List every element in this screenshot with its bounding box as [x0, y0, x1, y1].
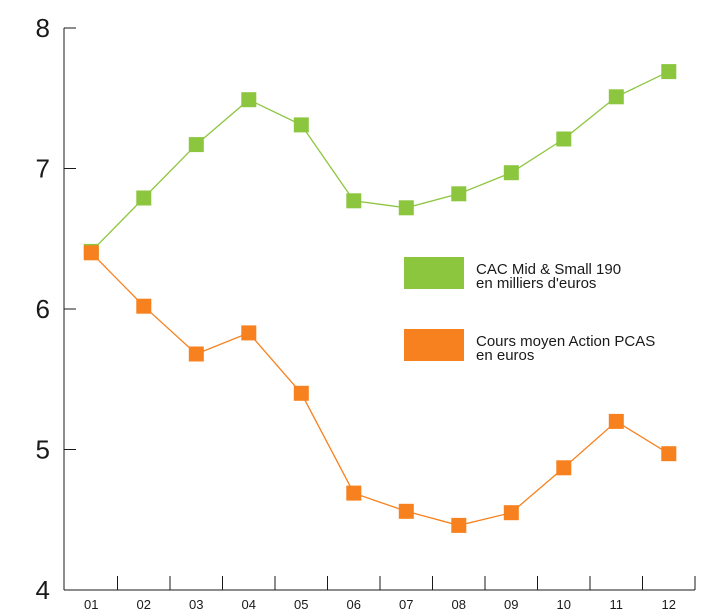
series-layer — [83, 64, 677, 533]
data-point-marker — [608, 413, 624, 429]
data-point-marker — [451, 186, 467, 202]
data-point-marker — [241, 92, 257, 108]
x-tick-label: 09 — [504, 597, 518, 612]
x-tick-label: 07 — [399, 597, 413, 612]
series-line — [90, 252, 670, 527]
data-point-marker — [556, 460, 572, 476]
data-point-marker — [503, 165, 519, 181]
data-point-marker — [398, 200, 414, 216]
axes: 4 5 6 7 8 01 02 03 04 05 06 07 08 09 10 11 12 — [36, 13, 696, 612]
x-tick-label: 10 — [557, 597, 571, 612]
data-point-marker — [136, 298, 152, 314]
data-point-marker — [346, 485, 362, 501]
x-tick-label: 03 — [189, 597, 203, 612]
legend-swatch — [404, 329, 464, 361]
data-point-marker — [661, 64, 677, 80]
legend-label: Cours moyen Action PCAS — [476, 333, 655, 350]
legend-label-line2: en euros — [476, 347, 534, 364]
x-tick-label: 02 — [137, 597, 151, 612]
y-tick-label: 6 — [36, 294, 50, 324]
data-point-marker — [661, 446, 677, 462]
data-point-marker — [608, 89, 624, 105]
data-point-marker — [83, 245, 99, 261]
y-tick-label: 5 — [36, 435, 50, 465]
x-tick-label: 08 — [452, 597, 466, 612]
data-point-marker — [451, 517, 467, 533]
data-point-marker — [188, 137, 204, 153]
legend-label-line2: en milliers d'euros — [476, 275, 596, 292]
x-tick-label: 06 — [347, 597, 361, 612]
data-point-marker — [398, 503, 414, 519]
legend-label: CAC Mid & Small 190 — [476, 261, 621, 278]
series-line — [90, 71, 670, 252]
x-tick-label: 11 — [610, 597, 624, 612]
y-tick-label: 4 — [36, 575, 50, 605]
data-point-marker — [293, 117, 309, 133]
series-2 — [83, 245, 677, 533]
x-tick-label: 12 — [662, 597, 676, 612]
y-tick-label: 8 — [36, 13, 50, 43]
x-tick-label: 04 — [242, 597, 256, 612]
data-point-marker — [241, 325, 257, 341]
data-point-marker — [346, 193, 362, 209]
legend-swatch — [404, 257, 464, 289]
data-point-marker — [293, 385, 309, 401]
y-tick-label: 7 — [36, 154, 50, 184]
data-point-marker — [503, 505, 519, 521]
x-tick-label: 05 — [294, 597, 308, 612]
data-point-marker — [136, 190, 152, 206]
data-point-marker — [188, 346, 204, 362]
series-1 — [83, 64, 677, 259]
data-point-marker — [556, 131, 572, 147]
x-tick-label: 01 — [84, 597, 98, 612]
